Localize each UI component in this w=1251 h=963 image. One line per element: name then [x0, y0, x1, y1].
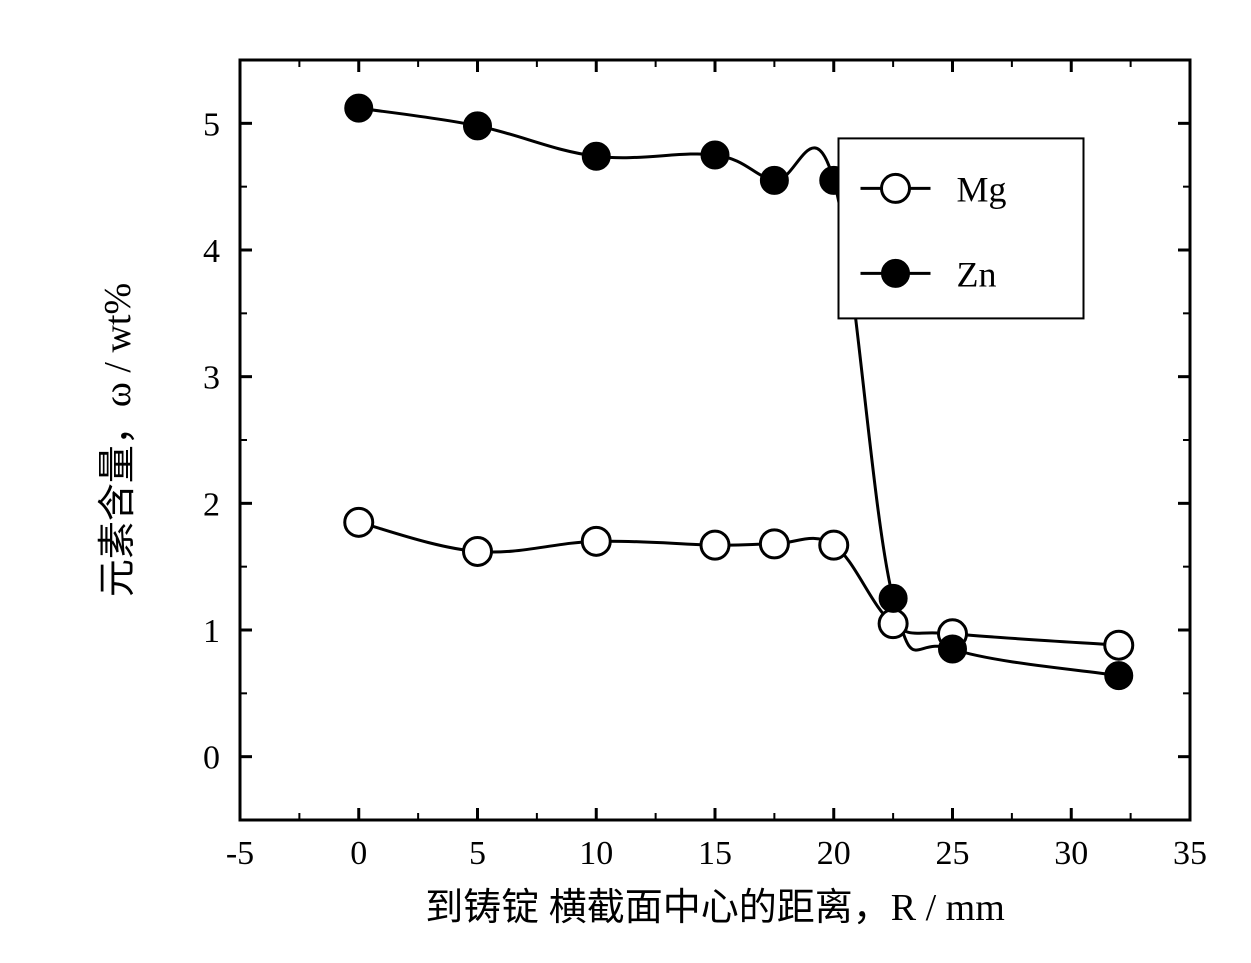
- y-tick-label: 5: [203, 106, 220, 143]
- y-tick-label: 4: [203, 233, 220, 270]
- legend-label: Mg: [957, 169, 1007, 209]
- series-marker: [760, 166, 788, 194]
- series-marker: [345, 94, 373, 122]
- y-tick-label: 1: [203, 613, 220, 650]
- series-marker: [701, 141, 729, 169]
- x-tick-label: 15: [698, 835, 732, 872]
- series-marker: [939, 635, 967, 663]
- x-tick-label: 30: [1054, 835, 1088, 872]
- x-tick-label: 5: [469, 835, 486, 872]
- line-chart: -5 0 5 10 15 20 25 30 35 0 1 2 3 4 5 到铸锭 横截面中心的距离，R / m…: [0, 0, 1251, 963]
- x-tick-label: 35: [1173, 835, 1207, 872]
- series-marker: [345, 508, 373, 536]
- x-axis-label: 到铸锭 横截面中心的距离，R / mm: [425, 887, 1005, 929]
- legend-marker: [882, 259, 910, 287]
- legend-marker: [882, 174, 910, 202]
- x-tick-label: -5: [226, 835, 254, 872]
- series-marker: [1105, 662, 1133, 690]
- x-tick-label: 25: [936, 835, 970, 872]
- series-marker: [760, 530, 788, 558]
- y-tick-label: 0: [203, 740, 220, 777]
- chart-container: -5 0 5 10 15 20 25 30 35 0 1 2 3 4 5 到铸锭 横截面中心的距离，R / m…: [0, 0, 1251, 963]
- legend-label: Zn: [957, 254, 997, 294]
- y-axis-label: 元素含量，ω / wt%: [97, 283, 139, 597]
- y-tick-label: 2: [203, 486, 220, 523]
- series-marker: [820, 531, 848, 559]
- x-tick-label: 20: [817, 835, 851, 872]
- series-marker: [879, 610, 907, 638]
- x-tick-label: 10: [579, 835, 613, 872]
- series-marker: [582, 527, 610, 555]
- y-tick-label: 3: [203, 360, 220, 397]
- series-marker: [582, 142, 610, 170]
- series-marker: [701, 531, 729, 559]
- x-tick-label: 0: [350, 835, 367, 872]
- series-marker: [1105, 631, 1133, 659]
- series-marker: [464, 112, 492, 140]
- series-marker: [879, 584, 907, 612]
- series-marker: [464, 537, 492, 565]
